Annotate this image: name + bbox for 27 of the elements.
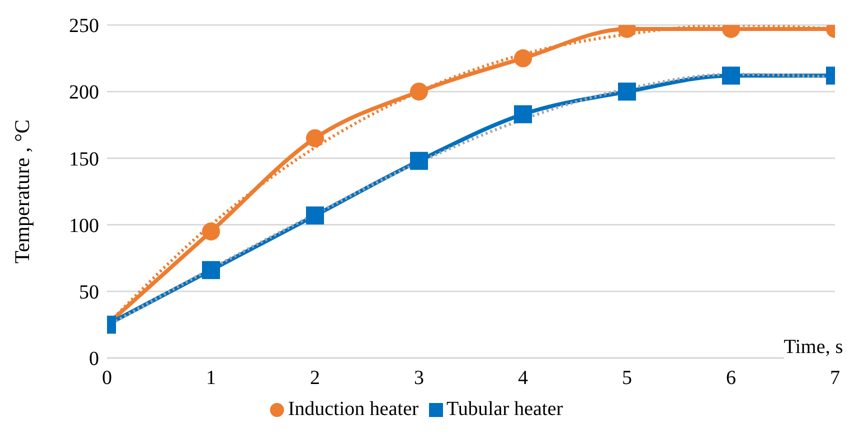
y-tick-label: 50 — [79, 282, 99, 304]
x-tick-label: 7 — [830, 367, 840, 390]
point — [722, 66, 740, 85]
x-tick-label: 6 — [726, 367, 736, 390]
point — [618, 82, 636, 101]
point — [306, 129, 324, 148]
y-tick-label: 200 — [69, 82, 99, 104]
x-axis-title: Time, s — [784, 336, 843, 359]
x-tick-label: 1 — [206, 367, 216, 390]
x-tick-label: 4 — [518, 367, 528, 390]
x-tick-label: 5 — [622, 367, 632, 390]
y-tick-label: 150 — [69, 148, 99, 170]
y-tick-label: 250 — [69, 15, 99, 38]
point — [202, 261, 220, 280]
y-axis-title: Temperature , °C — [10, 120, 34, 264]
x-tick-label: 3 — [414, 367, 424, 390]
point — [514, 49, 532, 68]
point — [306, 206, 324, 224]
point — [514, 105, 532, 124]
legend-label: Induction heater — [288, 398, 419, 420]
y-tick-label: 0 — [89, 348, 99, 370]
point — [410, 82, 428, 101]
y-tick-label: 100 — [69, 214, 99, 237]
point — [410, 152, 428, 170]
point — [202, 222, 220, 240]
x-tick-label: 2 — [310, 367, 320, 390]
legend-label: Tubular heater — [446, 398, 563, 420]
